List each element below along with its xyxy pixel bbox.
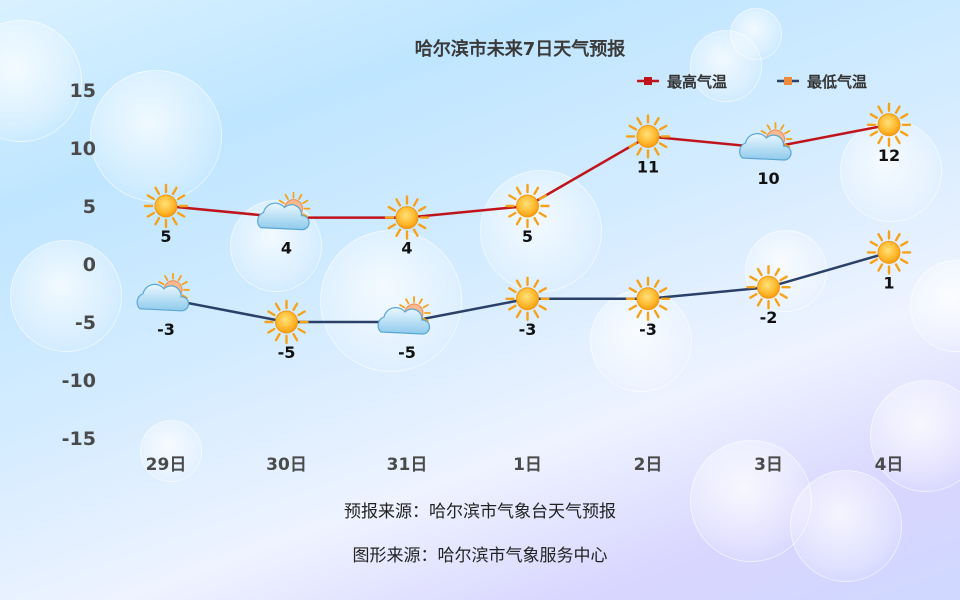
y-tick-label: 10 (70, 138, 96, 160)
bokeh-circle (10, 240, 122, 352)
sun-icon (625, 114, 671, 159)
bokeh-circle (840, 120, 942, 222)
bokeh-circle (480, 170, 602, 292)
data-label: -5 (278, 343, 296, 362)
sun-icon (625, 276, 671, 321)
sun-icon (866, 230, 912, 275)
x-tick-label: 31日 (387, 455, 428, 475)
data-label: -3 (639, 320, 657, 339)
sun-icon (264, 299, 309, 345)
forecast-source-text: 预报来源：哈尔滨市气象台天气预报 (344, 502, 616, 522)
legend-marker (784, 77, 792, 85)
data-label: -3 (157, 320, 175, 339)
y-tick-label: -15 (62, 428, 96, 450)
legend: 最高气温 最低气温 (637, 73, 867, 91)
data-label: 10 (757, 169, 779, 188)
bokeh-circle (870, 380, 960, 492)
cloud-sun-icon (257, 191, 311, 231)
data-label: 1 (883, 273, 894, 292)
cloud-sun-icon (739, 122, 793, 161)
data-label: -2 (760, 308, 778, 327)
legend-label: 最低气温 (807, 73, 867, 91)
sun-icon (505, 183, 550, 229)
data-label: 4 (281, 239, 292, 258)
x-tick-label: 1日 (513, 455, 542, 475)
x-tick-label: 2日 (634, 455, 663, 475)
legend-marker (644, 77, 652, 85)
x-tick-label: 4日 (875, 455, 904, 475)
sun-icon (505, 276, 550, 321)
chart-title: 哈尔滨市未来7日天气预报 (415, 38, 626, 60)
sun-icon (866, 102, 912, 148)
weather-icons (136, 102, 912, 345)
data-labels: 5 4 4 5 11 10 12 -3 -5 -5 -3 -3 -2 1 (157, 146, 900, 362)
data-label: 4 (401, 239, 412, 258)
data-label: 12 (878, 146, 900, 165)
bokeh-circle (730, 8, 782, 60)
data-label: 11 (637, 157, 659, 176)
y-tick-label: 0 (83, 254, 96, 276)
data-label: -3 (519, 320, 537, 339)
bokeh-circle (140, 420, 202, 482)
y-tick-label: -5 (75, 312, 96, 334)
bokeh-circle (790, 470, 902, 582)
x-axis: 29日 30日 31日 1日 2日 3日 4日 (146, 455, 904, 475)
cloud-sun-icon (377, 296, 431, 335)
data-label: 5 (160, 227, 171, 246)
sun-icon (384, 195, 430, 240)
sun-icon (746, 265, 791, 310)
y-tick-label: -10 (62, 370, 96, 392)
x-tick-label: 29日 (146, 455, 187, 475)
x-tick-label: 3日 (754, 455, 783, 475)
data-label: 5 (522, 227, 533, 246)
cloud-sun-icon (136, 272, 190, 312)
y-axis: 15 10 5 0 -5 -10 -15 (62, 80, 96, 450)
bokeh-circle (320, 230, 462, 372)
y-tick-label: 15 (70, 80, 96, 102)
data-label: -5 (398, 343, 416, 362)
graphic-source-text: 图形来源：哈尔滨市气象服务中心 (352, 546, 608, 566)
x-tick-label: 30日 (266, 455, 307, 475)
sun-icon (143, 183, 189, 229)
low-temp-line (165, 251, 890, 324)
legend-label: 最高气温 (667, 73, 727, 91)
y-tick-label: 5 (83, 196, 96, 218)
bokeh-circle (90, 70, 222, 202)
